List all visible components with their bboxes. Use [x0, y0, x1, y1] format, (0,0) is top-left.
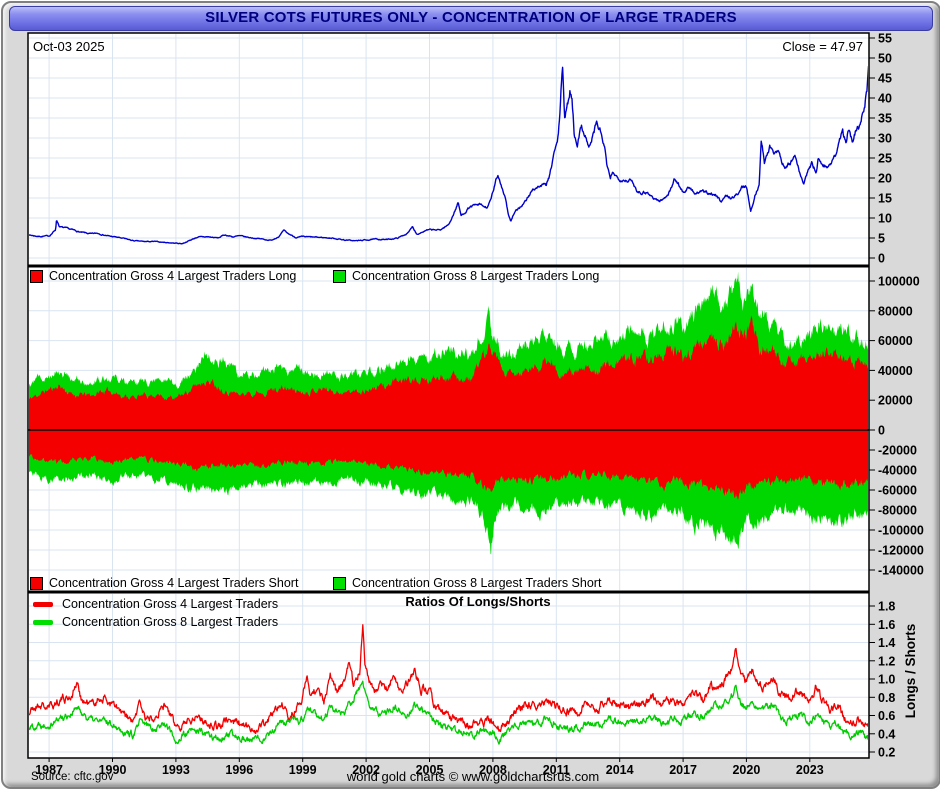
- ratio8-line: [29, 680, 868, 745]
- green-square-icon: [333, 269, 346, 283]
- y-tick-label: 1.2: [878, 654, 895, 668]
- legend-gross4-long: Concentration Gross 4 Largest Traders Lo…: [30, 269, 296, 283]
- y-tick-label: 60000: [878, 334, 913, 348]
- y-tick-label: 10: [878, 212, 892, 226]
- y-tick-label: 1.0: [878, 673, 895, 687]
- y-tick-label: -60000: [878, 484, 917, 498]
- y-tick-label: 50: [878, 52, 892, 66]
- legend-ratio8: Concentration Gross 8 Largest Traders: [33, 615, 278, 629]
- credit-label: world gold charts © www.goldchartsrus.co…: [346, 769, 600, 784]
- silver-price-line: [29, 65, 868, 245]
- year-tick-label: 2005: [416, 763, 444, 777]
- y-tick-label: 0.2: [878, 746, 895, 760]
- legend-gross8-long: Concentration Gross 8 Largest Traders Lo…: [333, 269, 599, 283]
- y-tick-label: 30: [878, 132, 892, 146]
- legend-gross4-short: Concentration Gross 4 Largest Traders Sh…: [30, 576, 298, 590]
- legend-label: Concentration Gross 8 Largest Traders: [62, 615, 279, 629]
- y-tick-label: 20000: [878, 394, 913, 408]
- year-tick-label: 1999: [289, 763, 317, 777]
- gross4-long-area: [29, 315, 868, 430]
- legend-ratio4: Concentration Gross 4 Largest Traders: [33, 597, 278, 611]
- legend-label: Concentration Gross 8 Largest Traders Sh…: [352, 576, 602, 590]
- gross4-short-area: [29, 430, 868, 500]
- y-tick-label: -80000: [878, 504, 917, 518]
- window-titlebar: SILVER COTS FUTURES ONLY - CONCENTRATION…: [9, 6, 933, 31]
- y-tick-label: 80000: [878, 304, 913, 318]
- price-series: [29, 65, 868, 245]
- legend-gross8-short: Concentration Gross 8 Largest Traders Sh…: [333, 576, 601, 590]
- y-tick-label: 1.8: [878, 600, 895, 614]
- legend-label: Concentration Gross 4 Largest Traders Sh…: [49, 576, 299, 590]
- y-tick-label: 0: [878, 424, 885, 438]
- y-tick-label: 100000: [878, 275, 920, 289]
- red-square-icon: [30, 269, 43, 283]
- y-tick-label: -20000: [878, 444, 917, 458]
- year-tick-label: 2023: [796, 763, 824, 777]
- y-tick-label: 1.6: [878, 618, 895, 632]
- source-label: Source: cftc.gov: [31, 771, 114, 783]
- y-tick-label: 0.6: [878, 709, 895, 723]
- close-value-label: Close = 47.97: [782, 39, 863, 54]
- report-date-label: Oct-03 2025: [33, 39, 105, 54]
- chart-canvas[interactable]: 1987 1990 1993 1996 1999 2002 2005 2008 2011 2014…: [3, 3, 940, 790]
- red-line-icon: [33, 601, 53, 607]
- plot-border: [27, 32, 870, 759]
- legend-label: Concentration Gross 4 Largest Traders: [62, 597, 279, 611]
- ratios-axis-label: Longs / Shorts: [903, 623, 918, 719]
- y-tick-label: -140000: [878, 564, 924, 578]
- year-tick-label: 2008: [479, 763, 507, 777]
- year-tick-label: 2002: [352, 763, 380, 777]
- green-line-icon: [33, 619, 53, 625]
- year-tick-label: 1990: [99, 763, 127, 777]
- y-tick-label: -40000: [878, 464, 917, 478]
- y-tick-label: 20: [878, 172, 892, 186]
- panel-divider-2: [28, 590, 869, 594]
- panel-divider-1: [28, 264, 869, 268]
- y-tick-label: -100000: [878, 524, 924, 538]
- y-tick-label: 25: [878, 152, 892, 166]
- year-tick-label: 2020: [732, 763, 760, 777]
- y-tick-label: 35: [878, 112, 892, 126]
- y-tick-label: 55: [878, 32, 892, 46]
- red-square-icon: [30, 576, 43, 590]
- y-tick-label: 40000: [878, 364, 913, 378]
- ratio-series: [29, 624, 868, 745]
- y-tick-label: 0.4: [878, 727, 895, 741]
- y-tick-label: 40: [878, 92, 892, 106]
- year-tick-label: 2017: [669, 763, 697, 777]
- year-tick-label: 1993: [162, 763, 190, 777]
- page-title: SILVER COTS FUTURES ONLY - CONCENTRATION…: [205, 9, 737, 26]
- year-tick-label: 2011: [543, 763, 570, 777]
- y-tick-label: 0.8: [878, 691, 895, 705]
- y-tick-label: 15: [878, 192, 892, 206]
- year-tick-label: 1996: [225, 763, 253, 777]
- ratios-panel-title: Ratios Of Longs/Shorts: [405, 594, 551, 609]
- y-tick-label: -120000: [878, 544, 924, 558]
- concentration-series: [29, 271, 868, 555]
- year-tick-label: 1987: [35, 763, 63, 777]
- price-panel[interactable]: [27, 32, 870, 267]
- green-square-icon: [333, 576, 346, 590]
- y-tick-label: 0: [878, 252, 885, 266]
- legend-label: Concentration Gross 4 Largest Traders Lo…: [49, 269, 297, 283]
- ratio4-line: [29, 624, 868, 735]
- y-tick-label: 45: [878, 72, 892, 86]
- year-tick-label: 2014: [606, 763, 634, 777]
- y-tick-label: 1.4: [878, 636, 895, 650]
- legend-label: Concentration Gross 8 Largest Traders Lo…: [352, 269, 600, 283]
- y-tick-label: 5: [878, 232, 885, 246]
